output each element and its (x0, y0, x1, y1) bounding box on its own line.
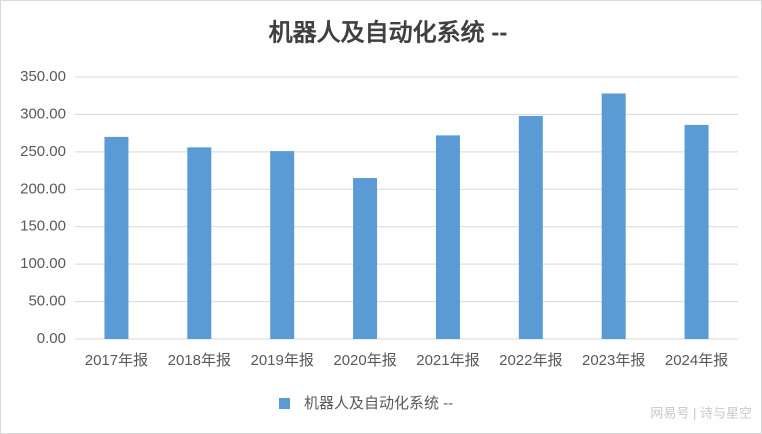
bar (435, 135, 460, 339)
x-tick-label: 2021年报 (416, 352, 479, 369)
y-tick-label: 100.00 (20, 255, 66, 272)
bar (104, 136, 129, 339)
y-tick-label: 0.00 (37, 330, 66, 347)
y-tick-label: 300.00 (20, 105, 66, 122)
x-tick-label: 2017年报 (85, 352, 148, 369)
x-tick-label: 2024年报 (665, 352, 728, 369)
y-tick-label: 350.00 (20, 68, 66, 85)
bar (601, 93, 626, 340)
y-tick-label: 150.00 (20, 218, 66, 235)
x-tick-label: 2022年报 (499, 352, 562, 369)
legend-label: 机器人及自动化系统 -- (304, 395, 453, 412)
y-tick-label: 50.00 (28, 293, 66, 310)
bar (518, 115, 543, 339)
y-tick-label: 250.00 (20, 143, 66, 160)
bar (270, 151, 295, 339)
x-tick-label: 2020年报 (333, 352, 396, 369)
x-tick-label: 2018年报 (168, 352, 231, 369)
x-tick-label: 2023年报 (582, 352, 645, 369)
watermark: 网易号 | 诗与星空 (650, 405, 752, 420)
x-tick-label: 2019年报 (251, 352, 314, 369)
bar (353, 178, 378, 339)
legend-marker (279, 398, 290, 409)
bar (187, 147, 212, 339)
bar (684, 124, 709, 339)
y-tick-label: 200.00 (20, 180, 66, 197)
chart-title: 机器人及自动化系统 -- (269, 18, 508, 46)
